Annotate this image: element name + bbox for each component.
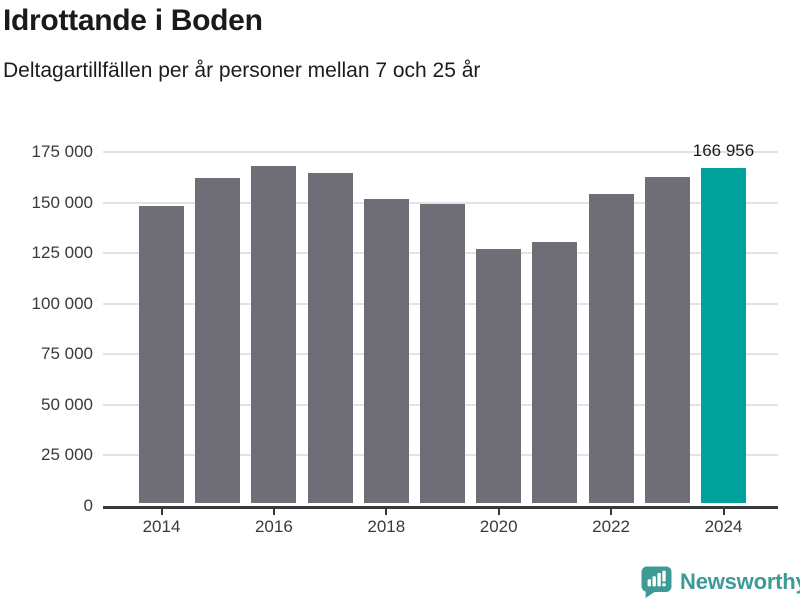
bar-2020: [476, 249, 522, 503]
highlight-value-label: 166 956: [692, 141, 755, 160]
gridline-175 000: [103, 151, 778, 153]
bar-2016: [251, 166, 297, 503]
x-axis-label-2016: 2016: [254, 517, 293, 536]
x-axis-label-2014: 2014: [142, 517, 181, 536]
newsworthy-logo: Newsworthy: [641, 565, 800, 599]
chart-title: Idrottande i Boden: [3, 4, 263, 37]
x-axis-tick-2016: [272, 509, 275, 515]
bar-2024: [701, 168, 746, 503]
x-axis-tick-2020: [497, 509, 500, 515]
y-axis-label-175000: 175 000: [31, 142, 93, 161]
bar-2014: [139, 206, 184, 503]
x-axis-tick-2018: [385, 509, 388, 515]
bar-2023: [644, 177, 690, 503]
y-axis-label-50000: 50 000: [41, 394, 93, 414]
bar-2015: [195, 178, 241, 503]
bar-2019: [420, 204, 465, 503]
y-axis-label-100000: 100 000: [31, 293, 93, 313]
y-axis-label-125000: 125 000: [31, 243, 93, 263]
y-axis-label-25000: 25 000: [41, 445, 93, 465]
plot-area: 2014 2016 2018 2020 2022 2024 166 956: [103, 141, 778, 536]
x-axis-label-2020: 2020: [479, 517, 518, 536]
newsworthy-logo-icon: [641, 566, 672, 598]
newsworthy-logo-text: Newsworthy: [680, 569, 800, 594]
chart-subtitle: Deltagartillfällen per år personer mella…: [3, 59, 481, 82]
x-axis-tick-2014: [160, 509, 163, 515]
gridline-150 000: [103, 201, 778, 204]
x-axis-label-2022: 2022: [592, 517, 630, 536]
x-axis-tick-2024: [722, 509, 725, 515]
x-axis-tick-2022: [610, 509, 613, 515]
x-axis-label-2024: 2024: [704, 517, 743, 536]
bar-2017: [307, 173, 353, 503]
bar-2021: [532, 242, 578, 503]
y-axis-label-0: 0: [83, 496, 93, 515]
bar-2022: [588, 194, 634, 503]
x-axis-label-2018: 2018: [367, 517, 406, 536]
x-axis-line: [103, 506, 778, 509]
y-axis-label-150000: 150 000: [31, 192, 93, 212]
y-axis-label-75000: 75 000: [41, 344, 93, 364]
bar-2018: [363, 199, 409, 503]
